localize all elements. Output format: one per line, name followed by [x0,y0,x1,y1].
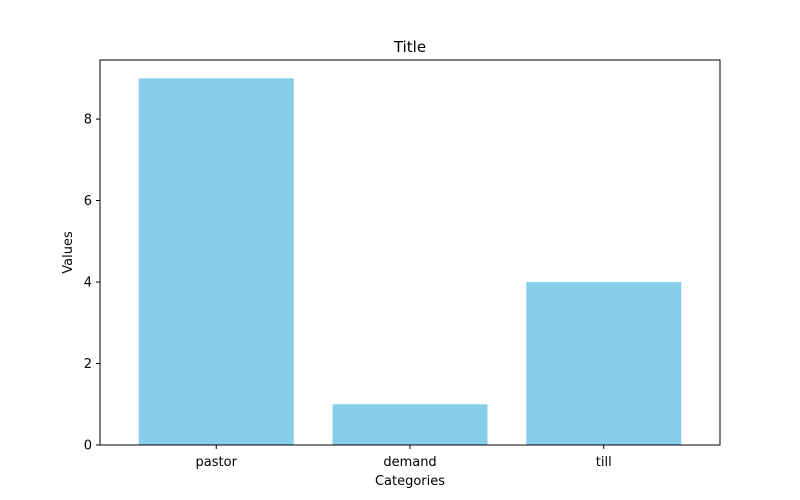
bar-till [526,282,682,445]
y-tick-label: 2 [84,357,92,372]
bars-group [138,78,682,445]
bar-demand [332,404,488,445]
y-axis-label: Values [61,231,76,274]
bar-pastor [138,78,294,445]
y-tick-label: 6 [84,194,92,209]
y-tick-label: 0 [84,439,92,454]
x-tick-label: pastor [196,455,238,470]
x-tick-label: till [596,455,612,470]
x-axis: pastor demand till [196,445,612,470]
chart-title: Title [393,38,426,56]
y-tick-label: 8 [84,113,92,128]
x-tick-label: demand [383,455,436,470]
y-axis: 0 2 4 6 8 [84,113,100,454]
x-axis-label: Categories [375,474,445,489]
y-tick-label: 4 [84,276,92,291]
